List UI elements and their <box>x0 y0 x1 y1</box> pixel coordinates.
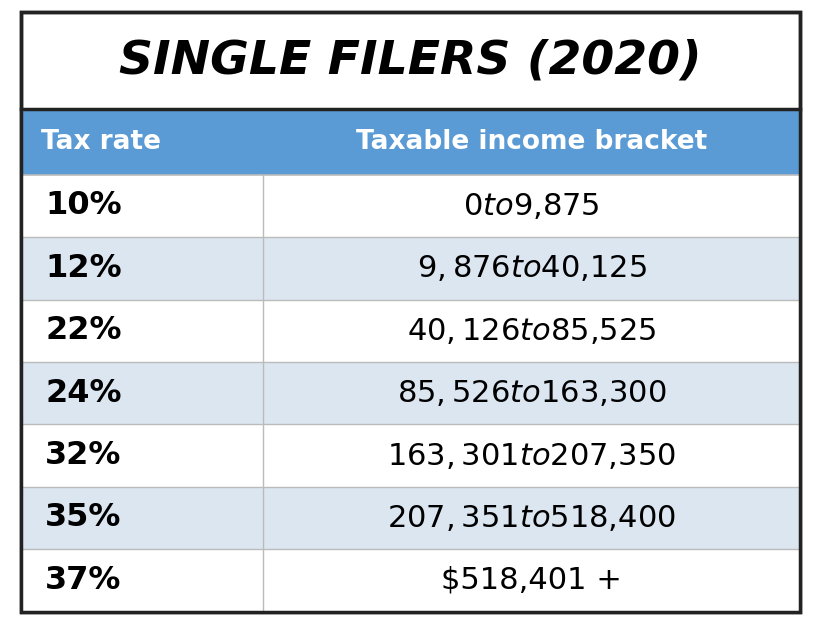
Text: $9,876 to $40,125: $9,876 to $40,125 <box>416 253 647 283</box>
Bar <box>21 237 263 300</box>
Bar <box>263 175 800 237</box>
Text: 10%: 10% <box>45 190 122 222</box>
Text: Taxable income bracket: Taxable income bracket <box>356 129 707 155</box>
Bar <box>21 549 263 612</box>
Text: 32%: 32% <box>45 440 122 471</box>
Bar <box>263 549 800 612</box>
Text: $163,301 to $207,350: $163,301 to $207,350 <box>388 441 676 470</box>
Bar <box>263 300 800 362</box>
Text: $40,126 to $85,525: $40,126 to $85,525 <box>407 316 656 346</box>
Bar <box>21 362 263 424</box>
Text: $0 to $9,875: $0 to $9,875 <box>463 191 600 221</box>
Bar <box>21 175 263 237</box>
Bar <box>21 109 800 175</box>
Text: $207,351 to $518,400: $207,351 to $518,400 <box>388 503 676 533</box>
Bar <box>263 487 800 549</box>
Text: 22%: 22% <box>45 315 122 346</box>
Bar <box>21 487 263 549</box>
Text: 24%: 24% <box>45 378 122 409</box>
Text: SINGLE FILERS (2020): SINGLE FILERS (2020) <box>119 38 702 84</box>
Bar <box>263 362 800 424</box>
Text: 37%: 37% <box>45 565 122 596</box>
Text: Tax rate: Tax rate <box>41 129 161 155</box>
Bar <box>21 300 263 362</box>
Text: $518,401 +: $518,401 + <box>441 566 622 595</box>
Bar <box>263 237 800 300</box>
Text: $85,526 to $163,300: $85,526 to $163,300 <box>397 378 667 408</box>
Text: 35%: 35% <box>45 502 122 534</box>
Bar <box>263 424 800 487</box>
Bar <box>21 424 263 487</box>
Text: 12%: 12% <box>45 253 122 284</box>
